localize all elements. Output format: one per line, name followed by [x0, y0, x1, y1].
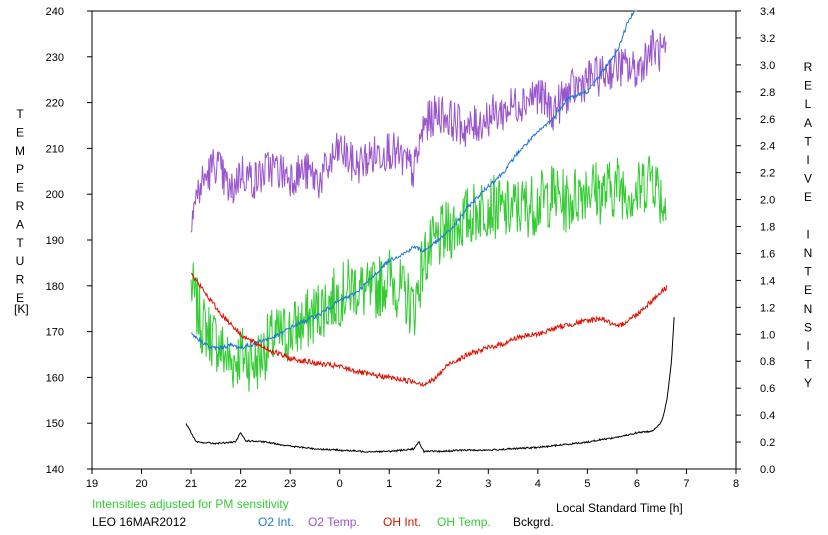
x-tick-label: 3 — [485, 478, 491, 490]
x-tick-label: 21 — [185, 478, 197, 490]
left-axis-title-letter: M — [15, 144, 25, 158]
x-axis-title: Local Standard Time [h] — [556, 501, 683, 515]
left-tick-label: 160 — [46, 372, 64, 384]
right-axis-title-letter: T — [804, 265, 812, 279]
right-axis-title-letter: R — [804, 60, 813, 74]
x-tick-label: 19 — [86, 478, 98, 490]
x-tick-label: 5 — [584, 478, 590, 490]
right-axis-title-letter: E — [804, 283, 812, 297]
right-axis-title-letter: L — [805, 97, 812, 111]
x-tick-label: 0 — [337, 478, 343, 490]
legend-entry: O2 Temp. — [308, 515, 360, 529]
right-tick-label: 1.4 — [760, 275, 775, 287]
right-tick-label: 0.2 — [760, 437, 775, 449]
left-tick-label: 210 — [46, 143, 64, 155]
right-axis-title-letter: A — [804, 116, 812, 130]
right-tick-label: 0.4 — [760, 410, 775, 422]
x-tick-label: 22 — [234, 478, 246, 490]
left-axis-title-letter: R — [16, 273, 25, 287]
right-tick-label: 3.4 — [760, 6, 775, 18]
plot-frame — [91, 10, 737, 470]
right-tick-label: 0.0 — [760, 464, 775, 476]
x-tick-label: 4 — [535, 478, 541, 490]
right-axis-title-letter: E — [804, 79, 812, 93]
right-axis-title-letter: N — [804, 302, 813, 316]
x-tick-label: 6 — [634, 478, 640, 490]
right-tick-label: 2.0 — [760, 195, 775, 207]
left-axis-title-letter: T — [16, 236, 24, 250]
left-tick-label: 150 — [46, 418, 64, 430]
left-axis-title-letter: A — [16, 217, 24, 231]
right-axis-ticks: 0.0 0.2 0.4 0.6 0.8 1.0 1.2 1.4 1.6 1.8 2.0 2.2 2.4 2… — [736, 6, 775, 476]
x-tick-label: 2 — [436, 478, 442, 490]
legend-entry: OH Temp. — [437, 515, 491, 529]
series-line-oh-int — [190, 272, 668, 388]
x-tick-label: 7 — [683, 478, 689, 490]
right-tick-label: 2.6 — [760, 114, 775, 126]
right-tick-label: 2.4 — [760, 141, 775, 153]
right-tick-label: 0.6 — [760, 383, 775, 395]
x-tick-label: 8 — [733, 478, 739, 490]
left-axis-title-letter: R — [16, 199, 25, 213]
series-line-o2-temp — [190, 29, 667, 233]
left-tick-label: 170 — [46, 327, 64, 339]
right-tick-label: 3.0 — [760, 60, 775, 72]
left-axis-title-letter: U — [16, 254, 25, 268]
right-tick-label: 1.6 — [760, 248, 775, 260]
series-layer — [185, 10, 675, 454]
x-axis-ticks: 19 20 21 22 23 0 1 2 3 4 5 6 7 8 — [86, 469, 739, 490]
left-axis-title-letter: P — [16, 162, 24, 176]
right-axis-title-letter: I — [806, 153, 809, 167]
legend-entry: Bckgrd. — [513, 515, 554, 529]
left-axis-title-letter: E — [16, 125, 24, 139]
right-axis-title-letter: T — [804, 134, 812, 148]
right-tick-label: 1.8 — [760, 222, 775, 234]
legend-entry: O2 Int. — [258, 515, 294, 529]
right-tick-label: 1.0 — [760, 329, 775, 341]
left-tick-label: 230 — [46, 52, 64, 64]
right-tick-label: 2.8 — [760, 87, 775, 99]
right-tick-label: 2.2 — [760, 168, 775, 180]
x-tick-label: 20 — [135, 478, 147, 490]
right-axis-title-letter: I — [806, 339, 809, 353]
legend: O2 Int. O2 Temp. OH Int. OH Temp. Bckgrd. — [258, 515, 554, 529]
left-axis-ticks: 140 150 160 170 180 190 200 210 220 230 240 — [46, 6, 92, 476]
right-axis-title-letter: V — [804, 172, 812, 186]
left-tick-label: 180 — [46, 281, 64, 293]
right-axis-title-letter: E — [804, 190, 812, 204]
left-axis-title-letter: T — [16, 107, 24, 121]
x-tick-label: 23 — [284, 478, 296, 490]
series-line-o2-int — [190, 10, 637, 352]
left-tick-label: 190 — [46, 235, 64, 247]
left-axis-title-letter: E — [16, 181, 24, 195]
x-tick-label: 1 — [386, 478, 392, 490]
right-axis-title-letter: S — [804, 320, 812, 334]
right-axis-title-letter: T — [804, 358, 812, 372]
station-label: LEO 16MAR2012 — [92, 515, 186, 529]
left-tick-label: 200 — [46, 189, 64, 201]
left-axis-unit: [K] — [14, 302, 29, 316]
right-axis-title-letter: N — [804, 246, 813, 260]
left-tick-label: 140 — [46, 464, 64, 476]
left-tick-label: 220 — [46, 98, 64, 110]
left-axis-title-letter: E — [16, 291, 24, 305]
series-line-bckgrd — [185, 317, 675, 454]
right-tick-label: 1.2 — [760, 302, 775, 314]
sensitivity-note: Intensities adjusted for PM sensitivity — [92, 497, 289, 511]
right-axis-title-letter: Y — [804, 376, 812, 390]
right-axis-title-letter: I — [806, 227, 809, 241]
legend-entry: OH Int. — [383, 515, 421, 529]
right-tick-label: 3.2 — [760, 33, 775, 45]
series-line-oh-temp — [190, 155, 668, 392]
right-tick-label: 0.8 — [760, 356, 775, 368]
left-tick-label: 240 — [46, 6, 64, 18]
